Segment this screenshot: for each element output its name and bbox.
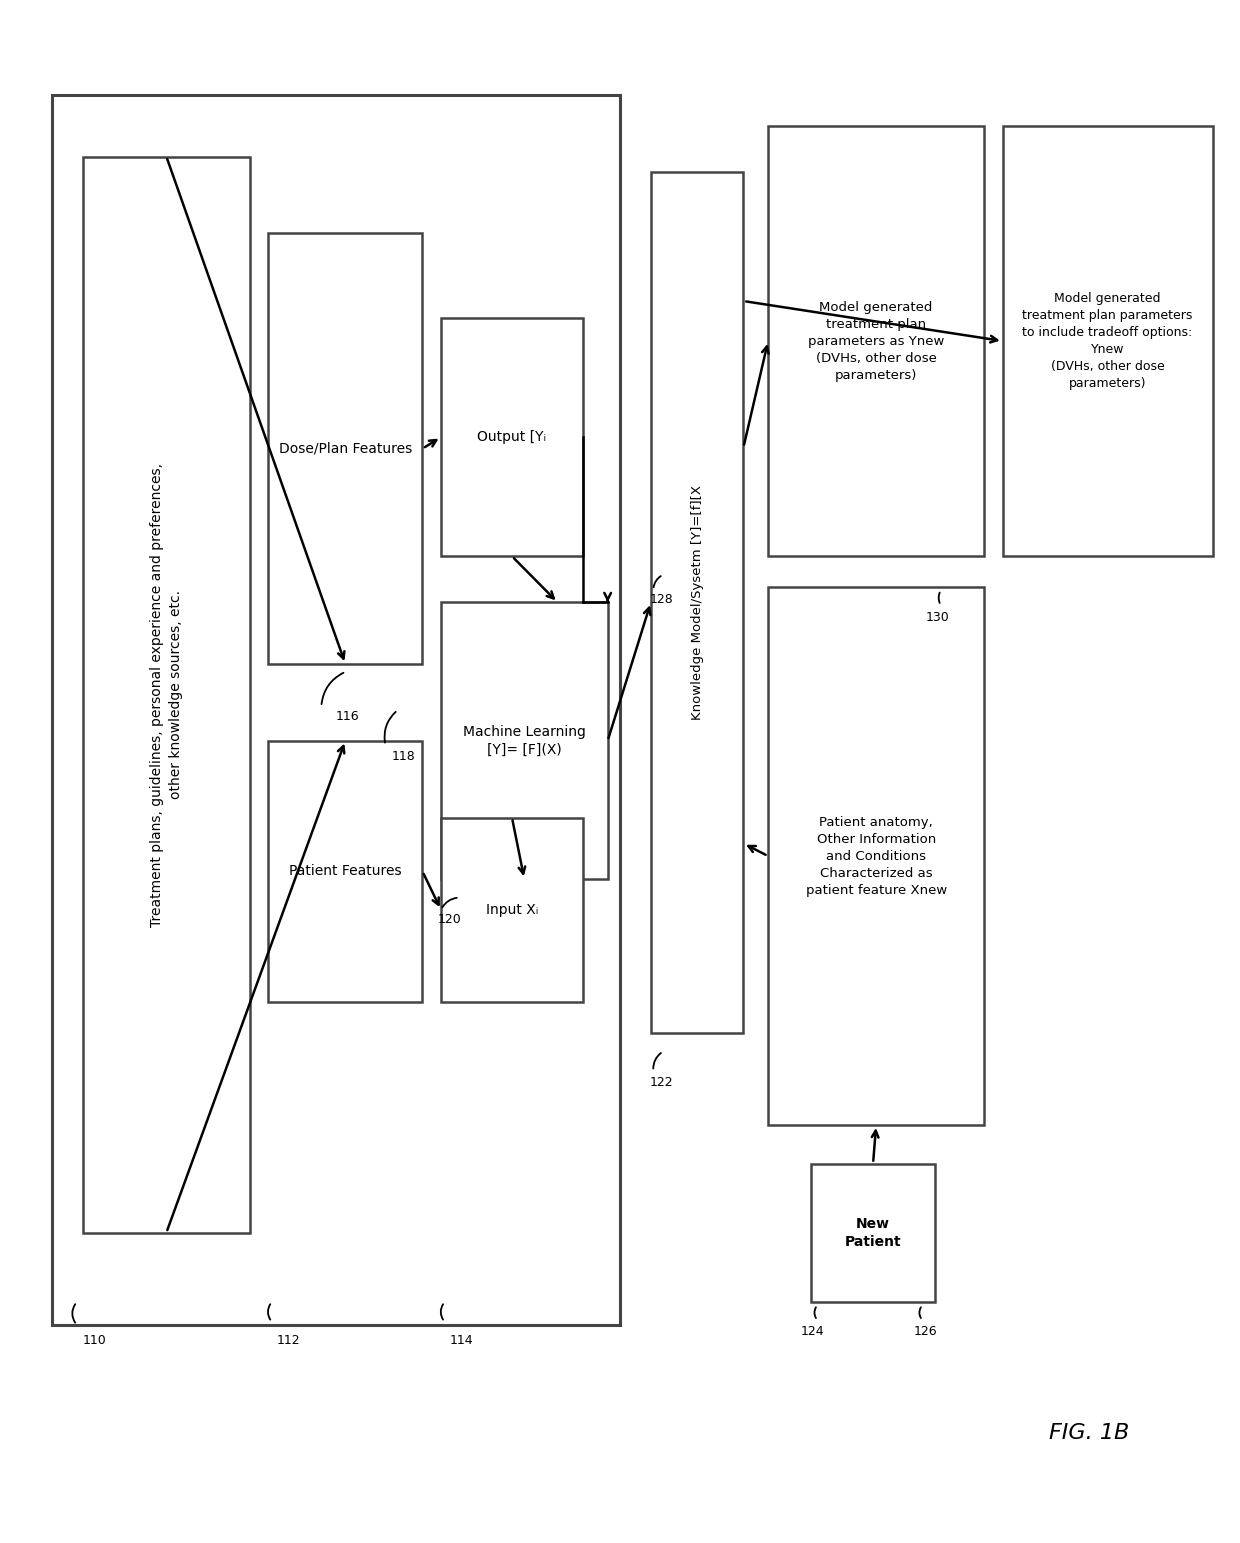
Text: FIG. 1B: FIG. 1B xyxy=(1049,1423,1130,1443)
Text: Knowledge Model/Sysetm [Y]=[f][X: Knowledge Model/Sysetm [Y]=[f][X xyxy=(691,485,703,721)
Bar xyxy=(441,318,583,557)
Text: New
Patient: New Patient xyxy=(844,1216,901,1248)
Text: Patient Features: Patient Features xyxy=(289,864,402,878)
Text: 112: 112 xyxy=(277,1333,300,1347)
Text: Machine Learning
[Y]= [F](X): Machine Learning [Y]= [F](X) xyxy=(463,725,585,758)
Text: Model generated
treatment plan
parameters as Ynew
(DVHs, other dose
parameters): Model generated treatment plan parameter… xyxy=(808,301,945,381)
Bar xyxy=(768,586,985,1125)
Text: Model generated
treatment plan parameters
to include tradeoff options:
Ynew
(DVH: Model generated treatment plan parameter… xyxy=(1023,292,1193,390)
Text: 128: 128 xyxy=(650,593,673,606)
Text: Dose/Plan Features: Dose/Plan Features xyxy=(279,441,412,455)
Text: Patient anatomy,
Other Information
and Conditions
Characterized as
patient featu: Patient anatomy, Other Information and C… xyxy=(806,816,947,896)
Bar xyxy=(441,602,608,880)
Bar xyxy=(268,741,423,1001)
Bar xyxy=(768,127,985,557)
Bar xyxy=(1003,127,1213,557)
Text: 116: 116 xyxy=(336,710,360,722)
Text: 122: 122 xyxy=(650,1075,673,1088)
Bar xyxy=(83,156,249,1233)
Text: 130: 130 xyxy=(926,611,950,625)
Bar xyxy=(651,171,744,1032)
Text: 124: 124 xyxy=(800,1324,823,1338)
Bar xyxy=(811,1163,935,1302)
Text: 120: 120 xyxy=(438,912,461,926)
Bar xyxy=(268,233,423,663)
Text: 118: 118 xyxy=(392,750,415,762)
Bar xyxy=(441,818,583,1001)
Text: Input Xᵢ: Input Xᵢ xyxy=(486,903,538,917)
Text: 110: 110 xyxy=(83,1333,107,1347)
Text: 126: 126 xyxy=(914,1324,937,1338)
Text: 114: 114 xyxy=(450,1333,474,1347)
Text: Treatment plans, guidelines, personal experience and preferences,
other knowledg: Treatment plans, guidelines, personal ex… xyxy=(150,463,182,927)
Bar xyxy=(52,96,620,1325)
Text: Output [Yᵢ: Output [Yᵢ xyxy=(477,430,547,444)
